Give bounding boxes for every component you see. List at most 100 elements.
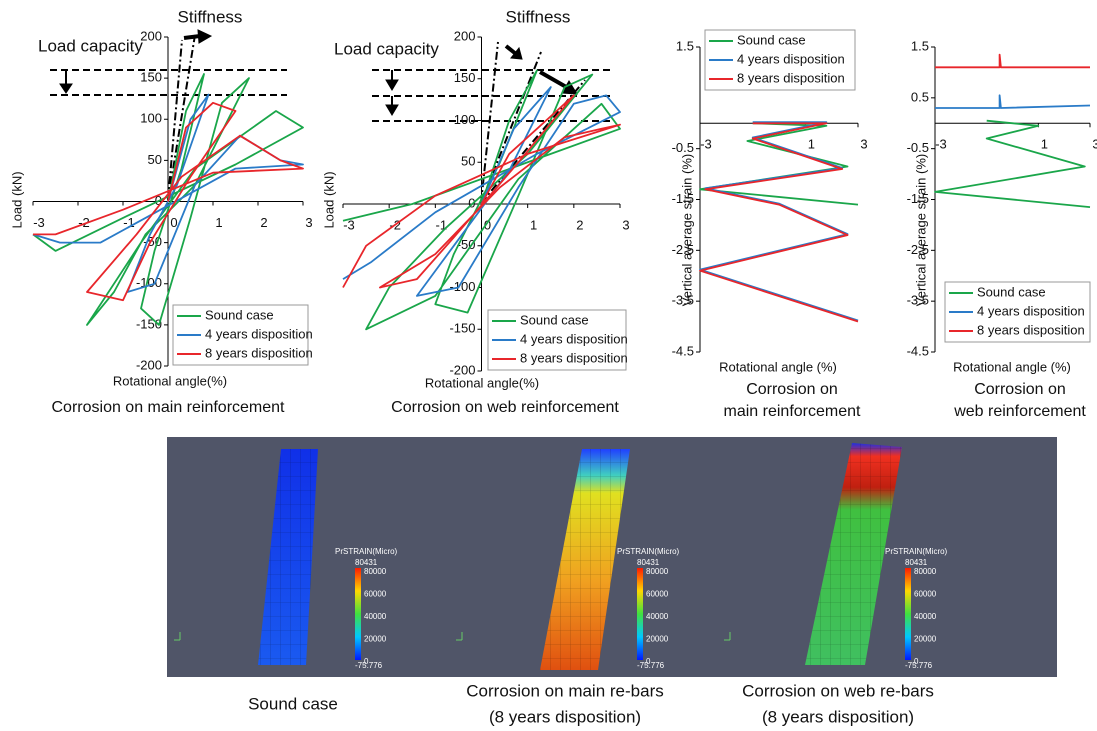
- y-axis-label: Vertical average strain (%): [679, 154, 694, 306]
- legend-label: 4 years disposition: [520, 331, 628, 346]
- y-tick-label: 0: [468, 195, 475, 210]
- arrow: [183, 34, 201, 40]
- y-tick-label: 1.5: [911, 38, 929, 53]
- colorbar-tick: 60000: [364, 590, 387, 599]
- x-tick-label: -3: [343, 217, 355, 232]
- series-line: [935, 53, 1090, 69]
- x-axis-label: Rotational angle (%): [953, 359, 1071, 374]
- stiffness-line: [167, 39, 183, 201]
- colorbar-tick: 40000: [646, 612, 669, 621]
- series-line: [33, 101, 304, 302]
- colorbar-max: 80431: [905, 558, 928, 567]
- caption: Corrosion on: [746, 381, 838, 398]
- colorbar-tick: 40000: [914, 612, 937, 621]
- y-tick-label: -3.5: [672, 293, 694, 308]
- x-tick-label: 1: [1041, 137, 1048, 152]
- colorbar-min: -75.776: [637, 661, 665, 670]
- panel-caption: Sound case: [248, 694, 338, 713]
- y-tick-label: -150: [136, 316, 162, 331]
- y-tick-label: 50: [461, 154, 475, 169]
- colorbar-tick: 80000: [914, 567, 937, 576]
- y-tick-label: -2.5: [907, 242, 929, 257]
- y-tick-label: -0.5: [907, 140, 929, 155]
- y-tick-label: -4.5: [672, 343, 694, 358]
- y-tick-label: 1.5: [676, 38, 694, 53]
- x-tick-label: 2: [260, 215, 267, 230]
- colorbar-tick: 60000: [914, 590, 937, 599]
- x-tick-label: -3: [33, 215, 45, 230]
- legend-label: Sound case: [205, 307, 274, 322]
- series-line: [935, 94, 1091, 109]
- series-line: [699, 121, 859, 322]
- annotation: Load capacity: [334, 39, 439, 58]
- mesh: [540, 449, 630, 670]
- x-axis-label: Rotational angle(%): [113, 373, 227, 388]
- annotation: Load capacity: [38, 36, 143, 55]
- y-tick-label: 0.5: [911, 89, 929, 104]
- x-tick-label: 3: [305, 215, 312, 230]
- caption: Corrosion on: [974, 381, 1066, 398]
- series-line: [934, 119, 1091, 208]
- series-line: [342, 86, 621, 297]
- axis-triad: [456, 632, 463, 641]
- colorbar: [355, 568, 361, 660]
- y-axis-label: Load (kN): [321, 171, 336, 228]
- y-tick-label: -2.5: [672, 242, 694, 257]
- colorbar-min: -75.776: [905, 661, 933, 670]
- mesh: [805, 443, 902, 665]
- legend-label: 8 years disposition: [520, 350, 628, 365]
- x-tick-label: 2: [576, 217, 583, 232]
- y-tick-label: 100: [140, 111, 162, 126]
- y-tick-label: -3.5: [907, 293, 929, 308]
- legend-label: 8 years disposition: [205, 345, 313, 360]
- x-tick-label: 0: [484, 217, 491, 232]
- y-tick-label: 50: [148, 152, 162, 167]
- arrow-head: [385, 104, 399, 116]
- x-axis-label: Rotational angle(%): [425, 375, 539, 390]
- mesh: [258, 449, 318, 665]
- colorbar-tick: 80000: [646, 567, 669, 576]
- colorbar-max: 80431: [637, 558, 660, 567]
- legend-label: 8 years disposition: [977, 322, 1085, 337]
- arrow: [504, 44, 518, 56]
- x-tick-label: -3: [700, 137, 712, 152]
- colorbar-tick: 20000: [364, 635, 387, 644]
- x-tick-label: -3: [935, 137, 947, 152]
- legend-label: 4 years disposition: [737, 51, 845, 66]
- colorbar-tick: 0: [914, 657, 919, 666]
- y-axis-label: Vertical average strain (%): [913, 154, 928, 306]
- y-tick-label: -200: [449, 362, 475, 377]
- panel-caption: (8 years disposition): [762, 707, 914, 726]
- y-tick-label: -4.5: [907, 343, 929, 358]
- x-tick-label: 0: [170, 215, 177, 230]
- colorbar: [637, 568, 643, 660]
- colorbar-tick: 20000: [914, 635, 937, 644]
- annotation: Stiffness: [506, 7, 571, 26]
- y-tick-label: -1.5: [907, 191, 929, 206]
- arrow-head: [385, 79, 399, 91]
- legend-label: 4 years disposition: [977, 303, 1085, 318]
- colorbar-title: PrSTRAIN(Micro): [885, 547, 948, 556]
- series-line: [342, 94, 621, 289]
- axis-triad: [174, 632, 181, 641]
- panel-caption: Corrosion on web re-bars: [742, 681, 934, 700]
- y-tick-label: 150: [454, 70, 476, 85]
- y-tick-label: -1.5: [672, 191, 694, 206]
- x-axis-label: Rotational angle (%): [719, 359, 837, 374]
- x-tick-label: 1: [530, 217, 537, 232]
- colorbar-tick: 0: [646, 657, 651, 666]
- caption: web reinforcement: [953, 403, 1086, 420]
- x-tick-label: -2: [78, 215, 90, 230]
- colorbar-tick: 40000: [364, 612, 387, 621]
- stiffness-line: [167, 34, 196, 201]
- x-tick-label: 1: [808, 137, 815, 152]
- colorbar-min: -75.776: [355, 661, 383, 670]
- colorbar-tick: 60000: [646, 590, 669, 599]
- colorbar-tick: 20000: [646, 635, 669, 644]
- panel-caption: (8 years disposition): [489, 707, 641, 726]
- panel-caption: Corrosion on main re-bars: [466, 681, 663, 700]
- annotation: Stiffness: [178, 7, 243, 26]
- colorbar: [905, 568, 911, 660]
- y-tick-label: 150: [140, 70, 162, 85]
- x-tick-label: 3: [622, 217, 629, 232]
